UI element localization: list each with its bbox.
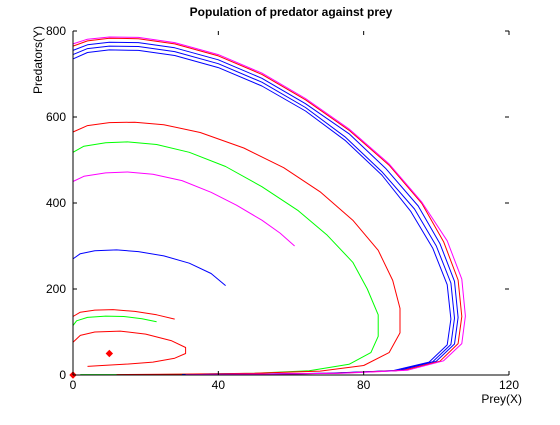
y-tick-label: 600 [46,110,66,124]
y-axis-label: Predators(Y) [31,26,45,94]
x-axis-label: Prey(X) [481,392,522,406]
series-line-8 [72,49,452,376]
series-line-1 [72,330,187,367]
x-tick-label: 80 [357,378,371,392]
y-tick-label: 0 [59,368,66,382]
series-line-10 [72,41,459,376]
x-tick-label: 120 [499,378,519,392]
series-line-12 [72,36,466,376]
series-line-11 [72,37,463,376]
chart-title: Population of predator against prey [190,5,393,19]
series-line-7 [72,121,401,376]
series-line-3 [72,309,175,320]
plot-area [73,31,509,375]
y-tick-label: 400 [46,196,66,210]
series-line-2 [72,315,157,326]
marker-point-1 [105,349,114,358]
x-tick-label: 40 [212,378,226,392]
x-tick-label: 0 [70,378,77,392]
series-layer [72,36,466,376]
series-line-5 [72,171,295,247]
y-tick-label: 800 [46,24,66,38]
tick-layer: 0 40 80 120 0 200 400 600 800 [46,24,519,392]
series-line-4 [72,249,226,286]
y-tick-label: 200 [46,282,66,296]
